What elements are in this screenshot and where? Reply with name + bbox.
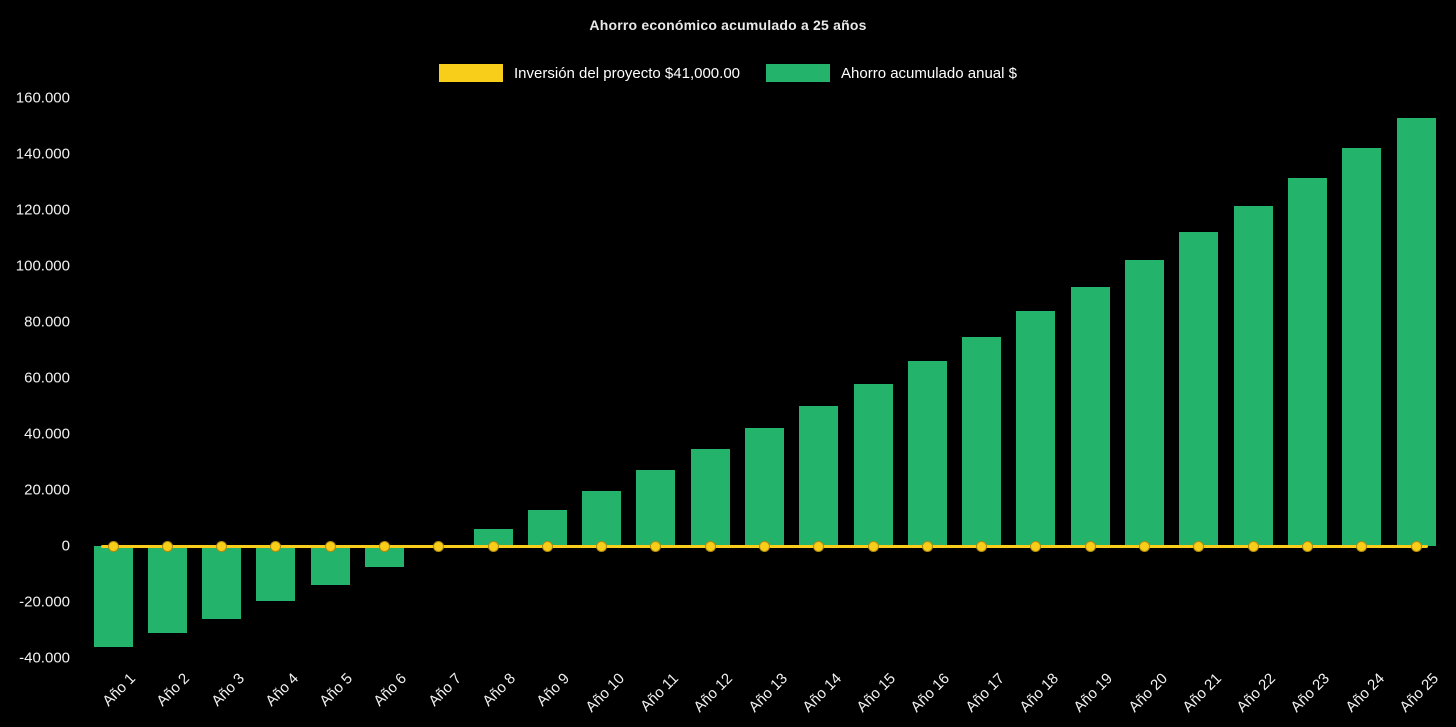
investment-line-marker[interactable]	[1410, 540, 1422, 552]
investment-line-marker[interactable]	[107, 540, 119, 552]
investment-line-marker[interactable]	[759, 540, 770, 552]
y-axis-tick-label: 100.000	[15, 257, 70, 275]
investment-line-marker[interactable]	[378, 540, 390, 552]
y-axis-tick-label: -20.000	[19, 593, 70, 611]
investment-line-marker[interactable]	[1356, 540, 1368, 552]
investment-legend-swatch	[439, 64, 504, 82]
bar-año-23[interactable]	[1287, 177, 1327, 546]
bar-año-20[interactable]	[1125, 260, 1165, 546]
bar-año-14[interactable]	[799, 406, 839, 546]
bar-año-9[interactable]	[527, 509, 567, 546]
bar-año-4[interactable]	[256, 546, 296, 601]
investment-line-marker[interactable]	[1084, 540, 1096, 552]
bar-año-6[interactable]	[364, 546, 404, 567]
investment-line-marker[interactable]	[216, 540, 228, 552]
bar-año-19[interactable]	[1070, 287, 1110, 546]
x-axis-tick-label: Año 1	[99, 670, 140, 710]
y-axis-tick-label: 160.000	[15, 89, 70, 107]
investment-line-marker[interactable]	[270, 540, 282, 552]
bar-año-1[interactable]	[93, 546, 133, 647]
investment-line-marker[interactable]	[1030, 540, 1042, 552]
bar-año-18[interactable]	[1016, 310, 1056, 546]
bar-año-11[interactable]	[636, 470, 676, 546]
investment-line-marker[interactable]	[1247, 540, 1259, 552]
bar-año-13[interactable]	[745, 428, 784, 546]
bar-año-12[interactable]	[690, 449, 730, 546]
bar-año-2[interactable]	[147, 546, 187, 633]
y-axis-tick-label: -40.000	[19, 649, 70, 667]
investment-legend-label: Inversión del proyecto $41,000.00	[514, 64, 741, 82]
legend-item-savings[interactable]: Ahorro acumulado anual $	[766, 64, 1017, 82]
y-axis-tick-label: 80.000	[24, 313, 70, 331]
investment-line-marker[interactable]	[324, 540, 336, 552]
y-axis-tick-label: 40.000	[24, 425, 70, 443]
investment-line-marker[interactable]	[541, 540, 553, 552]
savings-legend-label: Ahorro acumulado anual $	[841, 64, 1017, 82]
bar-año-24[interactable]	[1342, 148, 1382, 546]
legend: Inversión del proyecto $41,000.00 Ahorro…	[0, 64, 1456, 82]
bar-año-8[interactable]	[473, 529, 513, 546]
investment-line-marker[interactable]	[650, 540, 662, 552]
investment-line-marker[interactable]	[921, 540, 933, 552]
chart-title: Ahorro económico acumulado a 25 años	[589, 17, 867, 33]
bar-año-25[interactable]	[1396, 117, 1436, 546]
investment-line-marker[interactable]	[976, 540, 988, 552]
y-axis-tick-label: 140.000	[15, 145, 70, 163]
investment-line-marker[interactable]	[1301, 540, 1313, 552]
savings-legend-swatch	[766, 64, 831, 82]
y-axis-tick-label: 120.000	[15, 201, 70, 219]
y-axis-tick-label: 0	[61, 537, 70, 555]
investment-line-marker[interactable]	[433, 540, 445, 552]
bar-año-10[interactable]	[582, 491, 622, 546]
bar-año-22[interactable]	[1233, 205, 1273, 546]
investment-line-marker[interactable]	[487, 540, 499, 552]
investment-line-marker[interactable]	[1193, 540, 1205, 552]
bar-año-17[interactable]	[962, 337, 1002, 546]
bar-año-3[interactable]	[202, 546, 242, 619]
bar-año-15[interactable]	[853, 383, 893, 546]
investment-line-marker[interactable]	[813, 540, 825, 552]
investment-line-marker[interactable]	[704, 540, 716, 552]
investment-line-marker[interactable]	[867, 540, 879, 552]
bar-año-21[interactable]	[1179, 232, 1219, 546]
investment-line-marker[interactable]	[1139, 540, 1151, 552]
legend-item-investment[interactable]: Inversión del proyecto $41,000.00	[439, 64, 740, 82]
investment-line-marker[interactable]	[161, 540, 173, 552]
bar-año-16[interactable]	[907, 361, 947, 546]
y-axis-tick-label: 60.000	[24, 369, 70, 387]
investment-line-marker[interactable]	[596, 540, 608, 552]
bar-año-5[interactable]	[310, 546, 350, 586]
y-axis-tick-label: 20.000	[24, 481, 70, 499]
